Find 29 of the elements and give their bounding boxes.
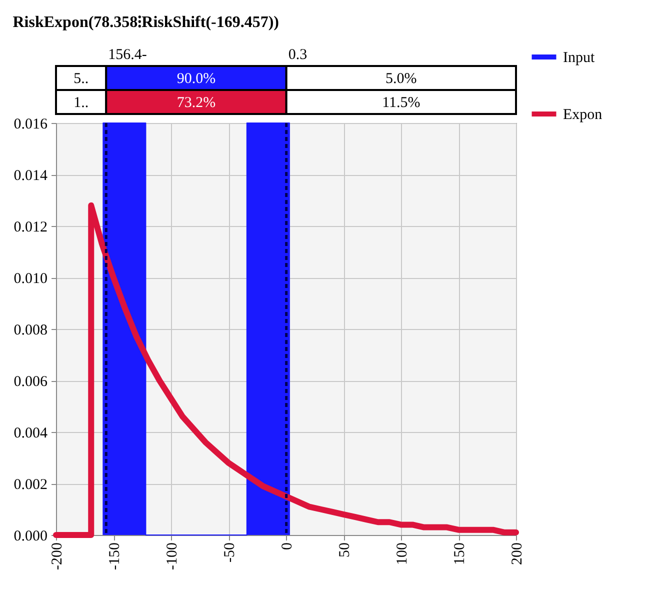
text: 11.5% [382,95,420,111]
legend-label: Input [563,50,596,66]
text: 156.4- [108,47,147,63]
x-tick-label: -50 [222,542,238,562]
legend-label: Expon [563,107,603,123]
text: 90.0% [176,71,216,87]
y-tick-label: 0.014 [14,168,48,184]
y-tick-label: 0.016 [14,116,48,132]
x-tick-label: 150 [452,542,468,565]
text: 5.. [74,71,89,87]
y-tick-label: 0.004 [14,426,48,442]
x-tick-label: -100 [164,542,180,570]
x-tick-label: 50 [337,542,353,558]
y-tick-label: 0.000 [14,528,48,544]
text: 5.0% [386,71,417,87]
x-tick-label: 200 [510,542,526,565]
x-tick-label: 0 [280,542,296,550]
x-tick-label: -200 [50,542,66,570]
y-tick-label: 0.008 [14,322,48,338]
y-tick-label: 0.010 [14,271,48,287]
x-tick-label: 100 [394,542,410,565]
x-tick-label: -150 [107,542,123,570]
text: 0.3 [288,47,308,63]
text: 73.2% [176,95,216,111]
chart-title: RiskExpon(78.358⁝RiskShift(-169.457)) [12,14,280,31]
y-tick-label: 0.006 [14,374,48,390]
y-tick-label: 0.012 [14,220,48,236]
y-tick-label: 0.002 [14,477,48,493]
text: 1.. [74,95,89,111]
